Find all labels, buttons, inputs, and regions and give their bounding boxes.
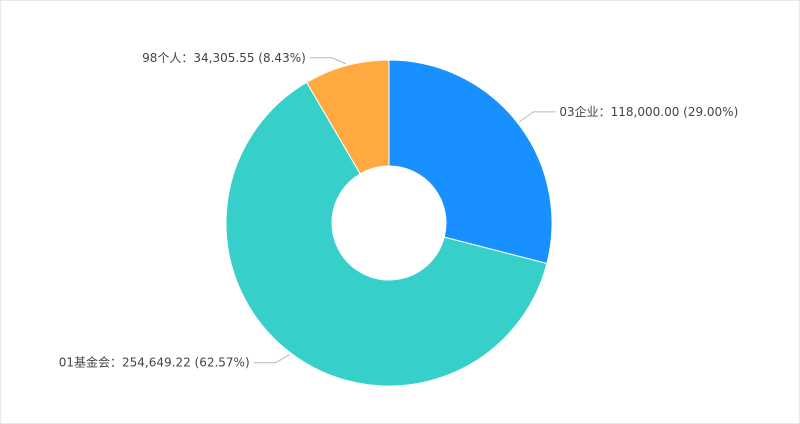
- pie-slice-0[interactable]: [388, 59, 553, 265]
- leader-line-1: [253, 354, 290, 364]
- leader-line-0: [519, 111, 556, 123]
- leader-line-2: [309, 57, 347, 65]
- slice-label-0: 03企业：118,000.00 (29.00%): [559, 104, 738, 119]
- slice-label-2: 98个人：34,305.55 (8.43%): [142, 51, 306, 65]
- pie-slice-1[interactable]: [225, 81, 548, 387]
- slice-label-1: 01基金会：254,649.22 (62.57%): [59, 355, 250, 370]
- labels-group: 03企业：118,000.00 (29.00%) 01基金会：254,649.22…: [59, 51, 739, 370]
- pie-slice-2[interactable]: [305, 59, 390, 175]
- slices-group: [225, 59, 553, 387]
